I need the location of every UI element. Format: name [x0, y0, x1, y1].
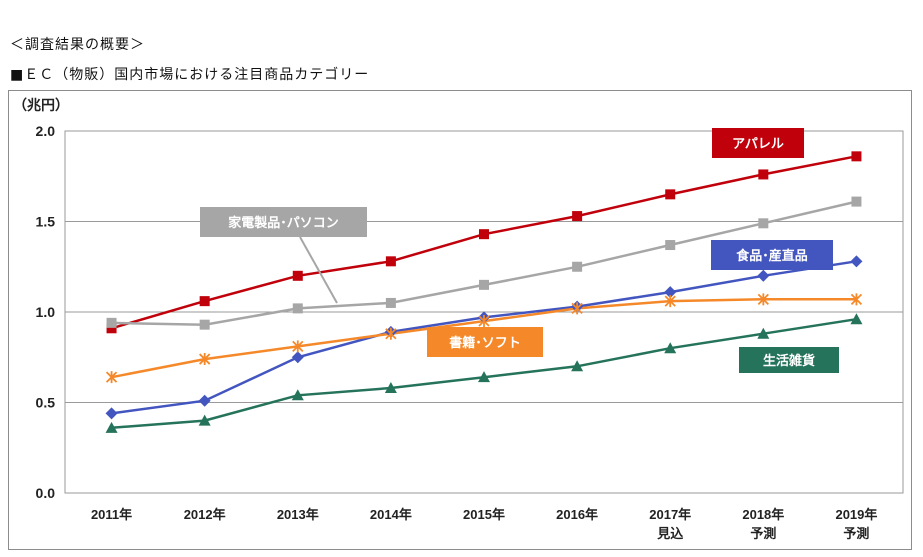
data-point	[199, 319, 210, 330]
data-point	[199, 296, 210, 307]
x-tick-label: 2013年	[277, 507, 319, 522]
data-point	[385, 327, 397, 340]
data-point	[757, 293, 769, 306]
chart-frame: （兆円） 0.0 0.5 1.0 1.5 2.0 2011年 2012年 2013年 2014…	[8, 90, 912, 550]
data-point	[106, 317, 117, 328]
data-point	[478, 371, 490, 383]
page-heading: ＜調査結果の概要＞	[10, 37, 145, 53]
data-point	[850, 255, 863, 268]
data-point	[572, 211, 583, 222]
data-point	[757, 269, 770, 282]
chart-title: ■ＥＣ（物販）国内市場における注目商品カテゴリー	[10, 67, 370, 83]
y-tick-labels: 0.0 0.5 1.0 1.5 2.0	[36, 123, 56, 501]
data-point	[106, 323, 117, 334]
data-point	[292, 270, 303, 281]
data-point	[198, 414, 211, 426]
data-point	[291, 389, 304, 401]
series-label: 家電製品･パソコン	[228, 215, 339, 231]
series-label: アパレル	[732, 137, 784, 152]
data-point	[479, 229, 489, 240]
data-point	[291, 351, 304, 364]
x-tick-label: 予測	[843, 526, 869, 541]
data-point	[105, 407, 118, 420]
x-tick-label: 予測	[750, 526, 776, 541]
series-label-box	[711, 240, 833, 270]
data-point	[850, 293, 863, 306]
x-tick-label: 2012年	[184, 507, 226, 522]
data-point	[664, 295, 676, 308]
data-point	[479, 279, 489, 290]
data-point	[572, 261, 583, 272]
data-point	[478, 315, 490, 328]
series-label: 書籍･ソフト	[449, 335, 521, 351]
series-label-box	[739, 347, 839, 373]
data-point	[571, 302, 583, 315]
y-tick-label: 1.0	[36, 304, 56, 320]
y-tick-label: 2.0	[36, 123, 56, 139]
series-label: 生活雑貨	[763, 353, 815, 369]
x-tick-label: 2014年	[370, 507, 412, 522]
line-chart: （兆円） 0.0 0.5 1.0 1.5 2.0 2011年 2012年 2013年 2014…	[13, 98, 904, 541]
x-tick-label: 見込	[656, 526, 684, 541]
x-tick-label: 2015年	[463, 507, 505, 522]
data-point	[105, 371, 118, 384]
label-connector	[299, 236, 338, 304]
data-point	[664, 286, 677, 299]
series-markers	[105, 151, 863, 433]
data-point	[851, 196, 862, 207]
data-point	[385, 256, 396, 267]
x-tick-label: 2011年	[91, 507, 132, 522]
y-tick-label: 1.5	[36, 214, 56, 230]
data-point	[385, 297, 396, 308]
data-point	[571, 360, 584, 372]
data-point	[665, 189, 676, 200]
data-point	[757, 327, 770, 339]
data-point	[664, 342, 677, 354]
y-tick-label: 0.0	[36, 485, 56, 501]
data-point	[851, 151, 862, 162]
data-point	[198, 394, 211, 407]
data-point	[292, 303, 303, 314]
label-connectors	[299, 236, 338, 304]
data-point	[758, 218, 769, 229]
data-point	[105, 421, 118, 433]
series-label-box	[200, 207, 367, 237]
x-tick-label: 2016年	[556, 507, 598, 522]
data-point	[665, 240, 676, 251]
x-tick-label: 2019年	[835, 507, 877, 522]
series-label-box	[712, 128, 804, 158]
data-point	[758, 169, 769, 180]
data-point	[292, 340, 304, 353]
x-tick-label: 2018年	[742, 507, 784, 522]
data-point	[199, 353, 211, 366]
y-tick-label: 0.5	[36, 395, 56, 411]
data-point	[850, 313, 863, 325]
series-label-box	[427, 327, 543, 357]
x-tick-label: 2017年	[649, 507, 691, 522]
series-lines	[111, 155, 857, 430]
series-label: 食品･産直品	[736, 248, 808, 264]
y-unit-label: （兆円）	[13, 98, 69, 114]
data-point	[384, 382, 397, 394]
